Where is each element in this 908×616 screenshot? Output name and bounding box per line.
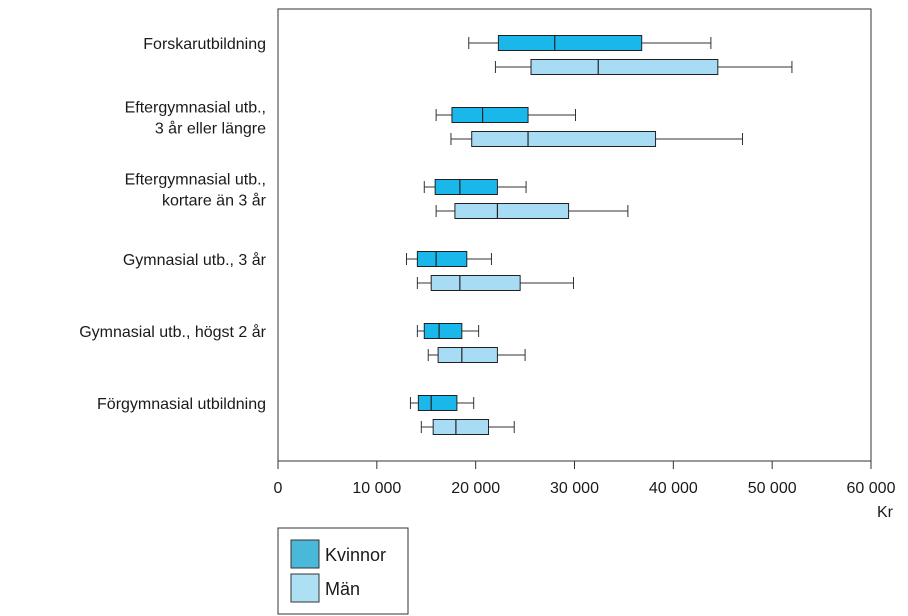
category-label: Eftergymnasial utb., [125, 100, 266, 117]
box-man [427, 347, 526, 363]
category-label: Gymnasial utb., 3 år [123, 251, 267, 269]
box-man [450, 131, 744, 147]
iqr-box [437, 347, 498, 363]
box-kvinnor [435, 107, 576, 123]
category-group [416, 323, 526, 363]
category-group [435, 107, 744, 147]
box-man [494, 59, 793, 75]
box-kvinnor [416, 323, 480, 339]
category-label: Eftergymnasial utb., [125, 172, 266, 189]
iqr-box [530, 59, 719, 75]
plot-border [277, 8, 872, 462]
iqr-box [454, 203, 570, 219]
iqr-box [417, 395, 458, 411]
legend-label: Män [325, 579, 360, 599]
iqr-box [451, 107, 529, 123]
box-kvinnor [468, 35, 712, 51]
boxplot-marks [405, 35, 793, 435]
legend-swatch [290, 539, 320, 569]
x-unit-label: Kr [877, 504, 894, 521]
category-label: Gymnasial utb., högst 2 år [79, 323, 266, 341]
iqr-box [432, 419, 490, 435]
box-kvinnor [423, 179, 527, 195]
category-group [423, 179, 629, 219]
legend-label: Kvinnor [325, 545, 386, 565]
x-tick-label: 0 [274, 480, 283, 497]
x-axis: 0 10 000 20 000 30 000 40 000 50 000 60 000 Kr [274, 461, 896, 521]
box-man [435, 203, 629, 219]
x-tick-label: 40 000 [649, 480, 698, 497]
x-tick-label: 50 000 [748, 480, 797, 497]
x-tick-label: 30 000 [550, 480, 599, 497]
iqr-box [497, 35, 643, 51]
category-group [468, 35, 793, 75]
iqr-box [471, 131, 657, 147]
box-kvinnor [409, 395, 475, 411]
category-label: kortare än 3 år [162, 192, 267, 210]
iqr-box [434, 179, 498, 195]
category-group [409, 395, 515, 435]
iqr-box [416, 251, 468, 267]
x-tick-label: 20 000 [451, 480, 500, 497]
legend-swatch [290, 573, 320, 603]
box-man [416, 275, 575, 291]
x-tick-label: 10 000 [352, 480, 401, 497]
category-label: 3 år eller längre [155, 120, 266, 138]
category-group [405, 251, 575, 291]
iqr-box [423, 323, 463, 339]
legend: Kvinnor Män [277, 527, 409, 615]
x-tick-label: 60 000 [847, 480, 896, 497]
iqr-box [430, 275, 521, 291]
box-man [420, 419, 515, 435]
box-kvinnor [405, 251, 492, 267]
category-label: Forskarutbildning [143, 36, 266, 53]
plot-frame [277, 8, 872, 462]
category-labels: Forskarutbildning Eftergymnasial utb., 3 å… [79, 36, 266, 413]
category-label: Förgymnasial utbildning [97, 396, 266, 413]
